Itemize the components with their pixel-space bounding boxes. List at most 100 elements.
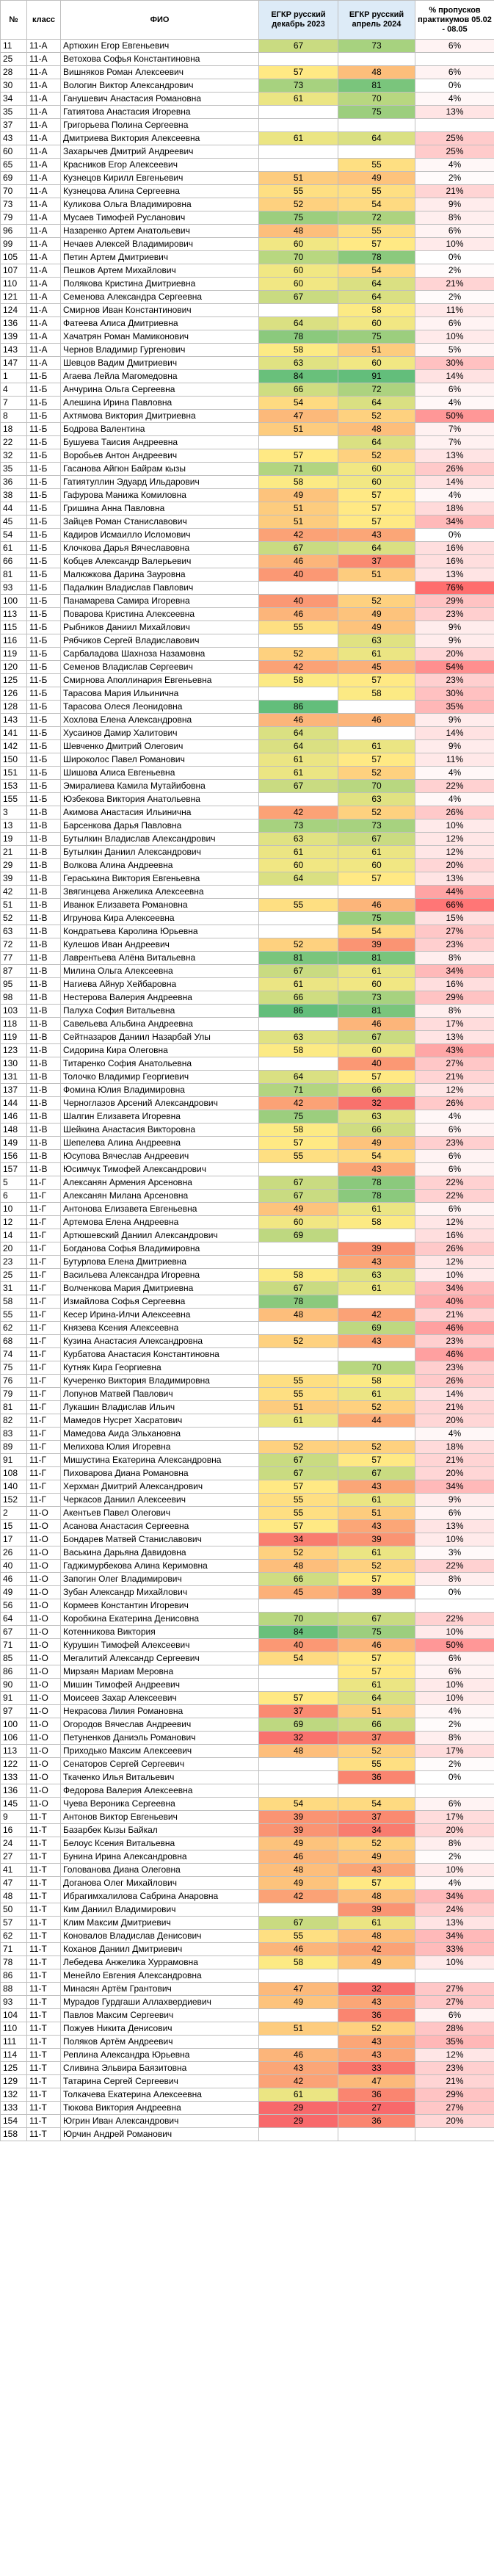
cell-class: 11-Г [26,1427,61,1441]
cell-absence-percent: 0% [415,528,494,542]
cell-class: 11-О [26,1533,61,1546]
cell-december-score [258,1599,338,1613]
table-row: 129 11-Т Татарина Сергей Сергеевич 42 47 21% [0,2074,494,2088]
cell-class: 11-Т [26,1903,61,1917]
cell-class: 11-Б [26,594,61,608]
cell-december-score: 61 [258,977,338,991]
cell-name: Тарасова Мария Ильинична [60,687,259,701]
cell-december-score: 67 [258,1281,338,1295]
cell-class: 11-Т [26,1942,61,1956]
cell-number: 57 [0,1916,27,1930]
cell-name: Приходько Максим Алексеевич [60,1744,259,1758]
cell-absence-percent: 9% [415,713,494,727]
table-row: 7 11-Б Алешина Ирина Павловна 54 64 4% [0,396,494,410]
cell-class: 11-Б [26,422,61,436]
cell-class: 11-В [26,938,61,952]
cell-april-score [338,1347,415,1361]
cell-class: 11-В [26,991,61,1005]
header-number: № [0,0,27,40]
cell-april-score: 43 [338,2035,415,2049]
cell-absence-percent: 46% [415,1321,494,1335]
cell-name: Кулешов Иван Андреевич [60,938,259,952]
cell-name: Рыбников Даниил Михайлович [60,621,259,634]
cell-number: 10 [0,1202,27,1216]
cell-absence-percent: 7% [415,422,494,436]
cell-name: Шалгин Елизавета Игоревна [60,1110,259,1124]
cell-class: 11-О [26,1691,61,1705]
cell-april-score: 43 [338,528,415,542]
table-row: 151 11-Б Шишова Алиса Евгеньевна 61 52 4% [0,766,494,780]
cell-april-score: 75 [338,330,415,344]
cell-number: 18 [0,422,27,436]
cell-december-score [258,1255,338,1269]
cell-class: 11-О [26,1572,61,1586]
cell-name: Бондарев Матвей Станиславович [60,1533,259,1546]
cell-class: 11-Б [26,766,61,780]
cell-april-score: 64 [338,131,415,145]
cell-april-score [338,2127,415,2141]
cell-name: Шейкина Анастасия Викторовна [60,1123,259,1137]
cell-name: Коробкина Екатерина Денисовна [60,1612,259,1626]
cell-number: 81 [0,568,27,582]
cell-absence-percent: 20% [415,1466,494,1480]
cell-name: Пешков Артем Михайлович [60,264,259,278]
cell-name: Бутылкин Даниил Александрович [60,845,259,859]
table-row: 69 11-А Кузнецов Кирилл Евгеньевич 51 49 2% [0,171,494,185]
cell-number: 15 [0,1519,27,1533]
cell-absence-percent: 4% [415,766,494,780]
cell-number: 89 [0,1440,27,1454]
cell-december-score: 49 [258,488,338,502]
cell-name: Ибрагимхалилова Сабрина Анаровна [60,1889,259,1903]
cell-number: 154 [0,2114,27,2128]
cell-absence-percent: 17% [415,1810,494,1824]
cell-april-score: 55 [338,158,415,172]
cell-number: 151 [0,766,27,780]
cell-december-score: 64 [258,1070,338,1084]
table-row: 108 11-Г Пиховарова Диана Романовна 67 67 20% [0,1466,494,1480]
cell-class: 11-Б [26,647,61,661]
cell-number: 83 [0,1427,27,1441]
table-row: 22 11-Б Бушуева Таисия Андреевна 64 7% [0,435,494,449]
cell-december-score: 55 [258,1506,338,1520]
cell-name: Ахтямова Виктория Дмитриевна [60,409,259,423]
cell-class: 11-О [26,1612,61,1626]
table-row: 136 11-А Фатеева Алиса Дмитриевна 64 60 6% [0,316,494,330]
cell-december-score: 49 [258,1837,338,1850]
cell-number: 21 [0,845,27,859]
cell-name: Вологин Виктор Александрович [60,79,259,93]
cell-april-score: 48 [338,1889,415,1903]
cell-name: Сенаторов Сергей Сергеевич [60,1757,259,1771]
cell-december-score [258,1017,338,1031]
table-row: 83 11-Г Мамедова Аида Эльхановна 4% [0,1427,494,1441]
table-row: 149 11-В Шепелева Алина Андреевна 57 49 23% [0,1136,494,1150]
cell-april-score: 37 [338,554,415,568]
cell-december-score [258,118,338,132]
cell-class: 11-Т [26,2008,61,2022]
cell-class: 11-А [26,118,61,132]
cell-december-score: 54 [258,1797,338,1811]
cell-number: 49 [0,1585,27,1599]
cell-name: Менейло Евгения Александровна [60,1969,259,1983]
cell-december-score: 61 [258,845,338,859]
cell-absence-percent: 35% [415,2035,494,2049]
cell-absence-percent: 4% [415,792,494,806]
cell-december-score: 42 [258,660,338,674]
cell-april-score: 57 [338,502,415,515]
cell-absence-percent: 34% [415,515,494,529]
cell-class: 11-А [26,356,61,370]
table-row: 74 11-Г Курбатова Анастасия Константиновна… [0,1347,494,1361]
cell-april-score: 49 [338,1136,415,1150]
cell-december-score: 61 [258,753,338,767]
cell-december-score: 60 [258,1215,338,1229]
cell-class: 11-В [26,1110,61,1124]
cell-name: Кузнецова Алина Сергеевна [60,184,259,198]
cell-number: 11 [0,39,27,53]
cell-absence-percent: 2% [415,1850,494,1864]
cell-class: 11-Б [26,581,61,595]
cell-number: 6 [0,1189,27,1203]
cell-name: Зубан Александр Михайлович [60,1585,259,1599]
cell-april-score [338,1599,415,1613]
table-row: 28 11-А Вишняков Роман Алексеевич 57 48 6% [0,65,494,79]
cell-december-score: 69 [258,1229,338,1242]
cell-december-score: 42 [258,2074,338,2088]
